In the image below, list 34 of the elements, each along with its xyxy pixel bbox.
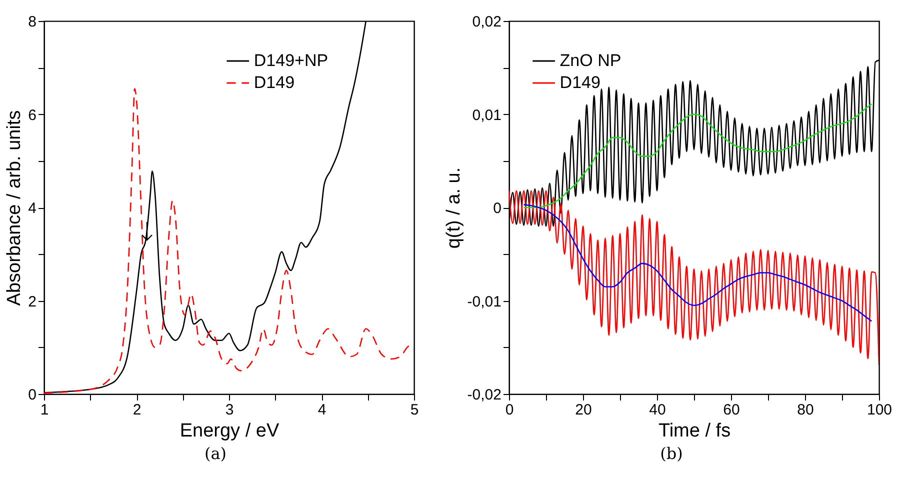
x-tick-label: 40 [649,402,666,418]
y-tick-label: 4 [28,200,36,217]
y-tick-label: 8 [28,14,36,30]
x-tick-label: 80 [797,402,814,418]
y-tick-label: 0,01 [472,106,502,124]
y-tick-label: 0 [28,386,36,404]
line-series [509,190,879,366]
y-tick-label: 6 [28,106,36,124]
y-axis-title: q(t) / a. u. [443,167,464,249]
text: (b) [659,444,684,463]
line-series [523,204,872,322]
y-tick-label: 2 [28,293,36,310]
x-axis-title: Time / fs [658,420,731,442]
legend-label: D149 [560,73,600,92]
legend-label: ZnO NP [560,51,622,70]
text: (a) [203,444,228,463]
x-axis-title: Energy / eV [180,420,280,442]
legend-label: D149 [254,73,295,92]
x-tick-label: 0 [505,402,514,418]
x-tick-label: 2 [132,402,142,418]
legend-label: D149+NP [254,51,328,70]
y-tick-label: -0,02 [467,386,502,404]
x-tick-label: 60 [723,402,740,418]
y-tick-label: 0,02 [472,14,502,30]
x-tick-label: 100 [866,402,892,418]
x-tick-label: 5 [410,402,419,418]
x-tick-label: 20 [575,402,592,418]
y-axis-title: Absorbance / arb. units [4,110,26,306]
line-series [523,103,872,208]
x-tick-label: 3 [225,402,234,418]
x-tick-label: 4 [318,402,326,418]
y-tick-label: 0 [493,200,502,217]
x-tick-label: 1 [40,402,49,418]
y-tick-label: -0,01 [467,293,502,310]
